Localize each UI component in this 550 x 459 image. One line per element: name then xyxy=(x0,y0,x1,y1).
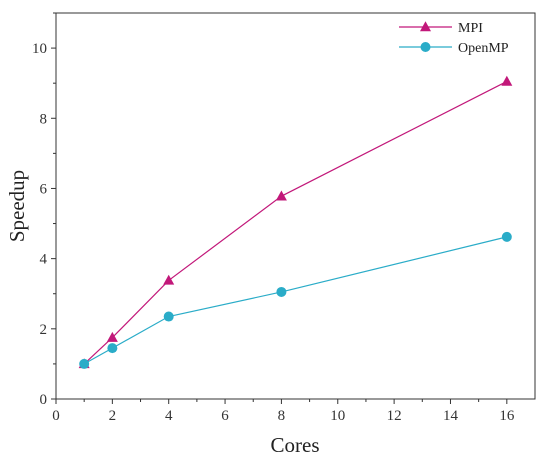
data-point-mpi xyxy=(106,331,118,342)
legend-marker-openmp xyxy=(420,42,431,52)
y-tick-label: 6 xyxy=(40,181,48,197)
data-point-openmp xyxy=(501,231,512,242)
data-point-openmp xyxy=(107,343,118,354)
axis-tick-labels: 0 2 4 6 8 10 12 14 16 0 2 4 6 8 10 xyxy=(32,41,515,424)
axis-ticks xyxy=(51,12,508,404)
series-line-mpi xyxy=(83,80,508,365)
x-tick-label: 0 xyxy=(52,408,60,424)
x-tick-label: 10 xyxy=(330,408,345,424)
legend-label-mpi: MPI xyxy=(458,21,483,36)
x-tick-label: 4 xyxy=(165,408,173,424)
plot-frame xyxy=(55,12,536,400)
legend: MPI OpenMP xyxy=(399,21,509,56)
data-point-openmp xyxy=(163,311,174,322)
data-point-mpi xyxy=(501,75,513,86)
x-axis-title: Cores xyxy=(271,433,320,457)
data-point-openmp xyxy=(276,286,287,297)
y-tick-label: 10 xyxy=(32,41,47,57)
legend-item-mpi: MPI xyxy=(399,21,483,36)
series-openmp xyxy=(79,231,512,369)
series-mpi xyxy=(78,75,513,369)
y-tick-label: 4 xyxy=(40,252,48,268)
series-line-openmp xyxy=(83,236,507,365)
x-tick-label: 14 xyxy=(443,408,459,424)
series-layer xyxy=(78,75,513,369)
x-tick-label: 8 xyxy=(278,408,286,424)
legend-label-openmp: OpenMP xyxy=(458,41,509,56)
y-axis-title: Speedup xyxy=(5,170,29,242)
y-tick-label: 0 xyxy=(40,392,48,408)
legend-marker-mpi xyxy=(420,21,431,32)
y-tick-label: 8 xyxy=(40,111,48,127)
data-point-mpi xyxy=(275,190,287,201)
x-tick-label: 12 xyxy=(387,408,402,424)
x-tick-label: 2 xyxy=(109,408,117,424)
data-point-openmp xyxy=(79,358,90,369)
x-tick-label: 6 xyxy=(221,408,229,424)
x-tick-label: 16 xyxy=(499,408,515,424)
y-tick-label: 2 xyxy=(40,322,48,338)
legend-item-openmp: OpenMP xyxy=(399,41,509,56)
data-point-mpi xyxy=(163,274,175,285)
